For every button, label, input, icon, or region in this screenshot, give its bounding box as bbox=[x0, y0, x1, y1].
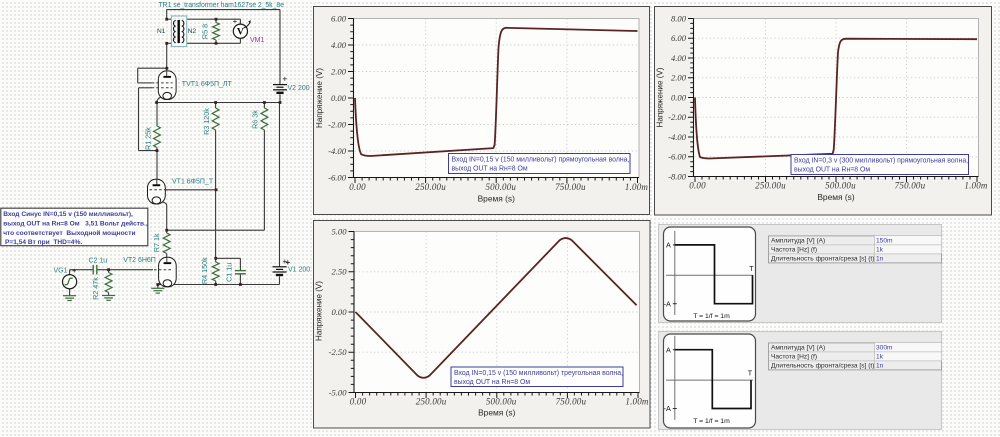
svg-text:0.00: 0.00 bbox=[671, 92, 687, 102]
svg-text:Вход IN=0,3 v (300 милливольт): Вход IN=0,3 v (300 милливольт) прямоугол… bbox=[794, 158, 968, 165]
svg-text:1.00m: 1.00m bbox=[625, 397, 649, 407]
svg-text:1n: 1n bbox=[876, 363, 884, 370]
svg-text:выход OUT на Rн=8 Ом 3,51 Во: выход OUT на Rн=8 Ом 3,51 Вольт действ., bbox=[3, 220, 148, 228]
svg-text:C1 1u: C1 1u bbox=[224, 263, 233, 282]
svg-text:300m: 300m bbox=[876, 345, 893, 352]
svg-text:250.00u: 250.00u bbox=[415, 182, 446, 192]
svg-text:-6.00: -6.00 bbox=[328, 172, 347, 182]
svg-text:1.00m: 1.00m bbox=[964, 181, 988, 191]
svg-text:Р=1,54 Вт при THD=4%.: Р=1,54 Вт при THD=4%. bbox=[3, 239, 82, 246]
svg-text:750.00u: 750.00u bbox=[556, 397, 587, 407]
svg-text:500.00u: 500.00u bbox=[485, 182, 516, 192]
svg-text:TVT1 6Ф5П_ЛТ: TVT1 6Ф5П_ЛТ bbox=[182, 81, 233, 88]
svg-text:250.00u: 250.00u bbox=[755, 181, 786, 191]
svg-text:VT1 6Ф5П_Т: VT1 6Ф5П_Т bbox=[172, 178, 214, 185]
svg-text:Амплитуда [V] (A): Амплитуда [V] (A) bbox=[771, 345, 825, 352]
svg-text:Вход IN=0,15 v (150 милливольт: Вход IN=0,15 v (150 милливольт) прямоуго… bbox=[452, 157, 630, 164]
svg-text:VG1: VG1 bbox=[54, 268, 68, 275]
svg-text:150m: 150m bbox=[876, 238, 893, 245]
svg-text:R1 25k: R1 25k bbox=[143, 127, 152, 150]
svg-text:R4 150k: R4 150k bbox=[200, 257, 209, 284]
svg-text:-5.00: -5.00 bbox=[329, 387, 348, 397]
svg-text:6.00: 6.00 bbox=[671, 33, 687, 43]
svg-text:Частота [Hz] (f): Частота [Hz] (f) bbox=[771, 247, 817, 254]
svg-text:Амплитуда [V] (A): Амплитуда [V] (A) bbox=[771, 238, 825, 245]
svg-text:+: + bbox=[285, 258, 290, 267]
svg-text:-2.50: -2.50 bbox=[329, 347, 348, 357]
svg-text:T: T bbox=[748, 369, 753, 378]
svg-text:T = 1/f = 1m: T = 1/f = 1m bbox=[693, 418, 730, 425]
svg-text:VT2 6Н6П: VT2 6Н6П bbox=[123, 257, 156, 264]
svg-text:Вход IN=0,15 v (150 милливольт: Вход IN=0,15 v (150 милливольт) треуголь… bbox=[454, 370, 623, 377]
svg-text:0.00: 0.00 bbox=[349, 182, 366, 192]
svg-text:0.00: 0.00 bbox=[350, 397, 367, 407]
svg-text:500.00u: 500.00u bbox=[486, 397, 517, 407]
svg-text:2.50: 2.50 bbox=[331, 267, 347, 277]
svg-text:-4.00: -4.00 bbox=[668, 132, 687, 142]
svg-text:A: A bbox=[666, 345, 671, 354]
svg-text:+: + bbox=[282, 75, 287, 84]
svg-text:R5 8: R5 8 bbox=[201, 24, 210, 39]
svg-text:0.00: 0.00 bbox=[689, 181, 706, 191]
svg-text:-4.00: -4.00 bbox=[328, 146, 347, 156]
svg-text:500.00u: 500.00u bbox=[825, 181, 856, 191]
svg-text:5.00: 5.00 bbox=[331, 226, 347, 236]
svg-text:250.00u: 250.00u bbox=[416, 397, 447, 407]
svg-text:2.00: 2.00 bbox=[671, 73, 687, 83]
svg-text:4.00: 4.00 bbox=[331, 40, 347, 50]
svg-text:Время (s): Время (s) bbox=[817, 192, 854, 202]
svg-text:1n: 1n bbox=[876, 256, 884, 263]
svg-text:1k: 1k bbox=[876, 247, 884, 254]
svg-text:R3 120k: R3 120k bbox=[202, 108, 211, 135]
svg-text:750.00u: 750.00u bbox=[555, 182, 586, 192]
svg-text:выход OUT на Rн=8 Ом: выход OUT на Rн=8 Ом bbox=[794, 167, 870, 174]
svg-text:Напряжение (V): Напряжение (V) bbox=[656, 67, 665, 127]
svg-text:VM1: VM1 bbox=[250, 37, 265, 44]
svg-text:Частота [Hz] (f): Частота [Hz] (f) bbox=[771, 354, 817, 361]
svg-text:+: + bbox=[282, 257, 287, 266]
svg-text:750.00u: 750.00u bbox=[895, 181, 926, 191]
svg-text:-6.00: -6.00 bbox=[668, 152, 687, 162]
svg-text:+: + bbox=[233, 16, 238, 25]
svg-text:T = 1/f = 1m: T = 1/f = 1m bbox=[693, 313, 730, 320]
svg-text:T: T bbox=[749, 264, 754, 273]
svg-text:A: A bbox=[666, 241, 671, 250]
svg-text:+: + bbox=[72, 266, 77, 275]
svg-text:C2 1u: C2 1u bbox=[89, 258, 108, 265]
svg-text:Время (s): Время (s) bbox=[478, 408, 515, 418]
svg-text:Длительность фронта/среза [s]: Длительность фронта/среза [s] (t) bbox=[771, 363, 874, 370]
svg-text:-A: -A bbox=[664, 299, 671, 308]
svg-text:что соответствует Выходной мо: что соответствует Выходной мощности bbox=[3, 229, 135, 237]
svg-text:0.00: 0.00 bbox=[331, 93, 347, 103]
svg-text:R2 47k: R2 47k bbox=[91, 277, 100, 300]
svg-text:Вход Синус IN=0,15 v (150 милл: Вход Синус IN=0,15 v (150 милливольт), bbox=[3, 211, 133, 218]
svg-text:TR1 se_transformer ham1627se 2: TR1 se_transformer ham1627se 2_5k_8e bbox=[159, 2, 285, 9]
svg-text:-A: -A bbox=[664, 404, 671, 413]
svg-text:8.00: 8.00 bbox=[671, 13, 687, 23]
svg-text:2.00: 2.00 bbox=[331, 66, 347, 76]
svg-text:1k: 1k bbox=[876, 354, 884, 361]
svg-text:Время (s): Время (s) bbox=[478, 194, 515, 204]
svg-text:R6 3k: R6 3k bbox=[250, 110, 259, 129]
svg-text:V1 200: V1 200 bbox=[288, 266, 310, 273]
svg-text:Напряжение (V): Напряжение (V) bbox=[315, 68, 324, 128]
svg-text:N2: N2 bbox=[188, 28, 197, 35]
svg-text:выход OUT на Rн=8 Ом: выход OUT на Rн=8 Ом bbox=[454, 379, 530, 386]
svg-text:V2 200: V2 200 bbox=[288, 85, 310, 92]
svg-text:-2.00: -2.00 bbox=[328, 119, 347, 129]
svg-text:N1: N1 bbox=[157, 28, 166, 35]
svg-text:R7 1k: R7 1k bbox=[152, 233, 161, 252]
svg-text:Напряжение (V): Напряжение (V) bbox=[315, 281, 324, 341]
svg-text:Длительность фронта/среза [s]: Длительность фронта/среза [s] (t) bbox=[771, 256, 874, 263]
svg-text:0.00: 0.00 bbox=[331, 307, 347, 317]
svg-text:выход OUT на Rн=8 Ом: выход OUT на Rн=8 Ом bbox=[452, 166, 528, 173]
svg-text:4.00: 4.00 bbox=[671, 53, 687, 63]
svg-text:6.00: 6.00 bbox=[331, 13, 347, 23]
svg-text:1.00m: 1.00m bbox=[625, 182, 649, 192]
svg-text:-2.00: -2.00 bbox=[668, 112, 687, 122]
svg-text:V: V bbox=[237, 27, 244, 38]
svg-text:-8.00: -8.00 bbox=[668, 171, 687, 181]
